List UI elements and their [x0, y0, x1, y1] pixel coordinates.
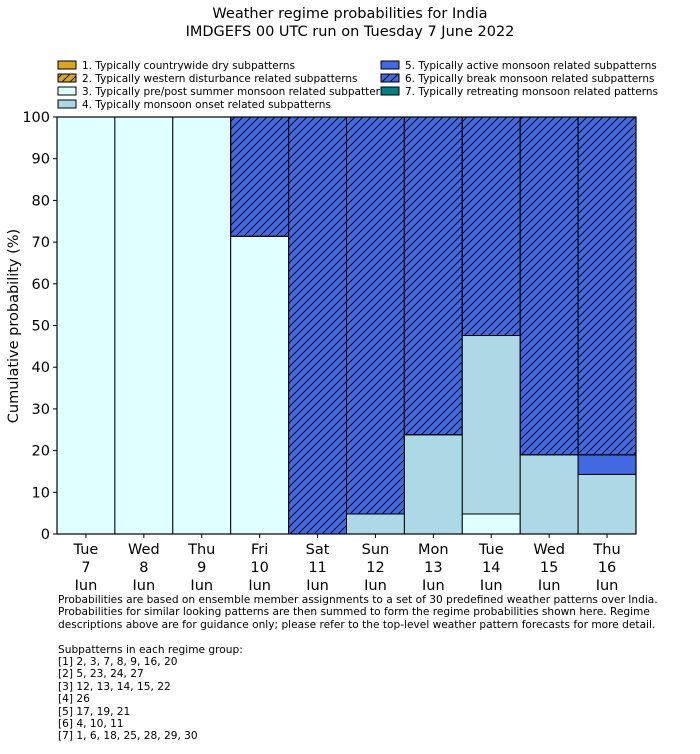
- legend: 1. Typically countrywide dry subpatterns…: [57, 60, 658, 111]
- x-tick-label: 9: [197, 560, 206, 576]
- x-tick-label: Mon: [418, 542, 449, 558]
- legend-label: 5. Typically active monsoon related subp…: [405, 60, 657, 72]
- x-tick-label: Sat: [306, 542, 330, 558]
- legend-label: 7. Typically retreating monsoon related …: [405, 86, 658, 98]
- x-tick-label: 13: [424, 560, 442, 576]
- x-tick-label: Jun: [132, 578, 156, 590]
- x-tick-label: 10: [250, 560, 268, 576]
- groups-heading: Subpatterns in each regime group:: [58, 643, 243, 656]
- x-tick-label: 12: [366, 560, 384, 576]
- chart-title: Weather regime probabilities for India: [212, 6, 487, 22]
- legend-label: 4. Typically monsoon onset related subpa…: [82, 99, 331, 111]
- x-tick-label: 11: [308, 560, 326, 576]
- x-tick-label: Jun: [479, 578, 503, 590]
- group-line: [6] 4, 10, 11: [58, 717, 124, 730]
- x-tick-label: 16: [598, 560, 616, 576]
- x-tick-label: Jun: [363, 578, 387, 590]
- x-tick-label: Thu: [592, 542, 620, 558]
- bar-segment-hatch: [519, 116, 579, 456]
- x-tick-label: Thu: [187, 542, 215, 558]
- bar-segment: [114, 116, 174, 535]
- bar-segment: [461, 335, 521, 515]
- y-tick-label: 40: [32, 360, 50, 376]
- y-tick-label: 20: [32, 444, 50, 460]
- x-tick-label: 7: [81, 560, 90, 576]
- x-tick-label: Jun: [421, 578, 445, 590]
- y-tick-label: 80: [32, 193, 50, 209]
- y-tick-label: 70: [32, 235, 50, 251]
- bar-segment: [403, 434, 463, 535]
- y-tick-label: 50: [32, 319, 50, 335]
- bar-segment: [519, 454, 579, 535]
- x-tick-label: Jun: [247, 578, 271, 590]
- bar-segment: [346, 513, 405, 535]
- x-tick-label: Fri: [251, 542, 268, 558]
- x-tick-label: Jun: [189, 578, 213, 590]
- bar-segment: [577, 473, 637, 535]
- bar-segment-hatch: [346, 116, 405, 515]
- group-line: [1] 2, 3, 7, 8, 9, 16, 20: [58, 655, 178, 668]
- bar-segment: [56, 116, 116, 535]
- group-line: [3] 12, 13, 14, 15, 22: [58, 680, 171, 693]
- y-tick-label: 90: [32, 152, 50, 168]
- bar-segment: [461, 513, 521, 535]
- x-tick-label: Jun: [305, 578, 329, 590]
- bars: [56, 116, 637, 535]
- chart-subtitle: IMDGEFS 00 UTC run on Tuesday 7 June 202…: [186, 24, 515, 40]
- x-tick-label: Sun: [362, 542, 390, 558]
- spacer: [58, 631, 658, 643]
- x-tick-label: 14: [482, 560, 500, 576]
- notes: Probabilities are based on ensemble memb…: [58, 594, 658, 743]
- notes-line: Probabilities are based on ensemble memb…: [58, 594, 658, 606]
- y-tick-label: 0: [41, 527, 50, 543]
- legend-label: 6. Typically break monsoon related subpa…: [405, 73, 655, 85]
- y-axis-label: Cumulative probability (%): [6, 229, 22, 423]
- bar-segment-hatch: [288, 116, 348, 535]
- x-tick-label: Wed: [128, 542, 160, 558]
- group-line: [7] 1, 6, 18, 25, 28, 29, 30: [58, 730, 198, 743]
- x-tick-label: Jun: [537, 578, 561, 590]
- bar-segment: [230, 235, 290, 535]
- group-line: [5] 17, 19, 21: [58, 705, 131, 718]
- group-line: [4] 26: [58, 693, 90, 706]
- legend-swatch-hatch: [57, 73, 77, 83]
- legend-swatch: [380, 60, 400, 70]
- bar-segment-hatch: [461, 116, 521, 337]
- x-tick-label: 8: [139, 560, 148, 576]
- legend-swatch: [57, 99, 77, 109]
- group-line: [2] 5, 23, 24, 27: [58, 668, 144, 681]
- y-tick-label: 10: [32, 485, 50, 501]
- bar-segment: [172, 116, 232, 535]
- x-tick-label: Jun: [74, 578, 98, 590]
- bar-segment: [577, 454, 637, 475]
- y-tick-label: 30: [32, 402, 50, 418]
- legend-swatch: [380, 86, 400, 96]
- y-tick-label: 60: [32, 277, 50, 293]
- chart-svg: Weather regime probabilities for India I…: [6, 6, 658, 594]
- x-tick-label: Tue: [478, 542, 504, 558]
- x-tick-label: Wed: [533, 542, 565, 558]
- legend-swatch: [57, 60, 77, 70]
- x-tick-label: 15: [540, 560, 558, 576]
- bar-segment-hatch: [577, 116, 637, 456]
- notes-line: Probabilities for similar looking patter…: [58, 606, 650, 619]
- notes-line: descriptions above are for guidance only…: [58, 618, 656, 631]
- legend-label: 3. Typically pre/post summer monsoon rel…: [82, 86, 392, 98]
- y-tick-label: 100: [22, 110, 50, 126]
- bar-segment-hatch: [403, 116, 463, 436]
- legend-swatch: [57, 86, 77, 96]
- x-tick-label: Tue: [73, 542, 99, 558]
- legend-label: 2. Typically western disturbance related…: [82, 73, 358, 85]
- legend-label: 1. Typically countrywide dry subpatterns: [82, 60, 295, 72]
- legend-swatch-hatch: [380, 73, 400, 83]
- x-tick-label: Jun: [595, 578, 619, 590]
- bar-segment-hatch: [230, 116, 290, 237]
